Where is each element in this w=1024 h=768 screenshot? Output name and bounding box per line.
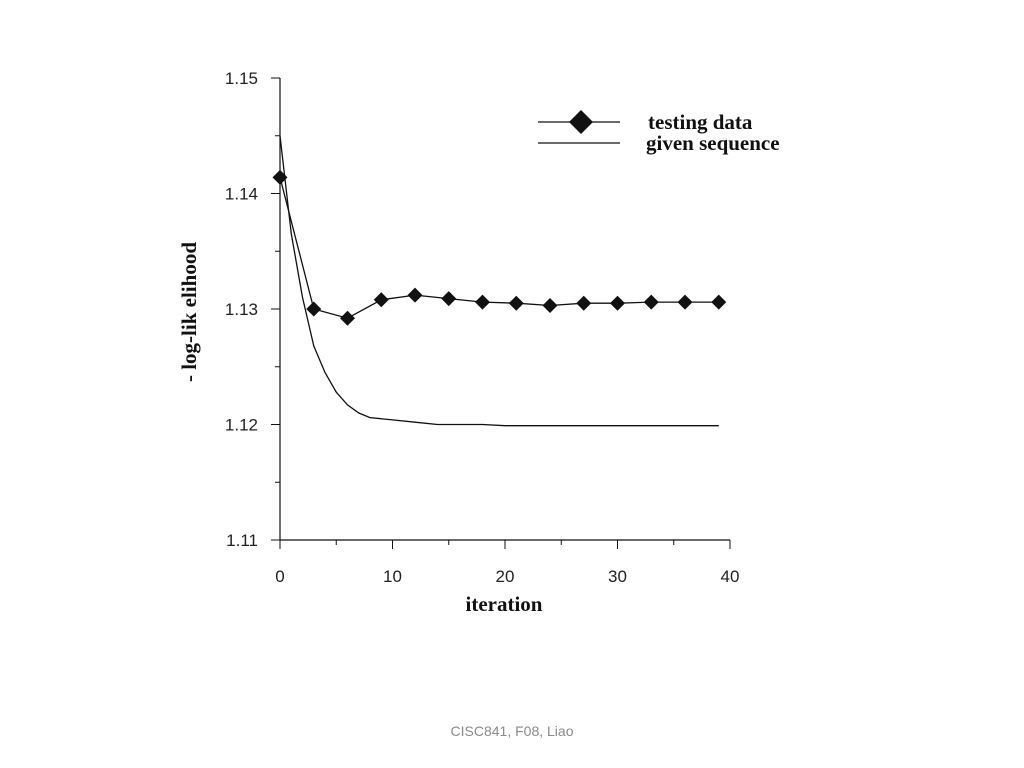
x-tick-label: 10 — [383, 567, 402, 586]
data-point-testing-data — [643, 294, 659, 310]
y-tick-label: 1.15 — [225, 69, 258, 88]
series-line-given-sequence — [279, 135, 719, 427]
y-tick-label: 1.12 — [225, 416, 258, 435]
x-tick-label: 20 — [496, 567, 515, 586]
data-point-testing-data — [306, 301, 322, 317]
data-point-testing-data — [475, 294, 490, 310]
slide-footer: CISC841, F08, Liao — [450, 723, 574, 739]
data-point-testing-data — [340, 310, 355, 326]
data-point-testing-data — [407, 287, 423, 303]
series-layer — [272, 135, 727, 427]
data-point-testing-data — [677, 294, 693, 310]
y-tick-label: 1.14 — [225, 185, 258, 204]
x-axis-title: iteration — [466, 592, 543, 616]
data-point-testing-data — [542, 298, 558, 314]
x-tick-label: 40 — [721, 567, 740, 586]
legend-label-testing-data: testing data — [648, 110, 753, 134]
data-point-testing-data — [508, 295, 524, 311]
y-tick-label: 1.11 — [226, 531, 258, 550]
x-tick-label: 30 — [608, 567, 627, 586]
data-point-testing-data — [610, 295, 625, 311]
data-point-testing-data — [711, 294, 727, 310]
x-tick-label: 0 — [275, 567, 284, 586]
axes: 1.11 1.12 1.13 1.14 1.15 0 10 20 30 40 — [225, 69, 740, 586]
data-point-testing-data — [373, 292, 389, 308]
y-tick-label: 1.13 — [225, 300, 258, 319]
y-axis-title: - log-lik elihood — [177, 242, 201, 382]
data-point-testing-data — [441, 291, 457, 307]
legend-label-given-sequence: given sequence — [646, 131, 780, 155]
legend-marker-testing-data — [569, 110, 593, 134]
data-point-testing-data — [576, 295, 592, 311]
